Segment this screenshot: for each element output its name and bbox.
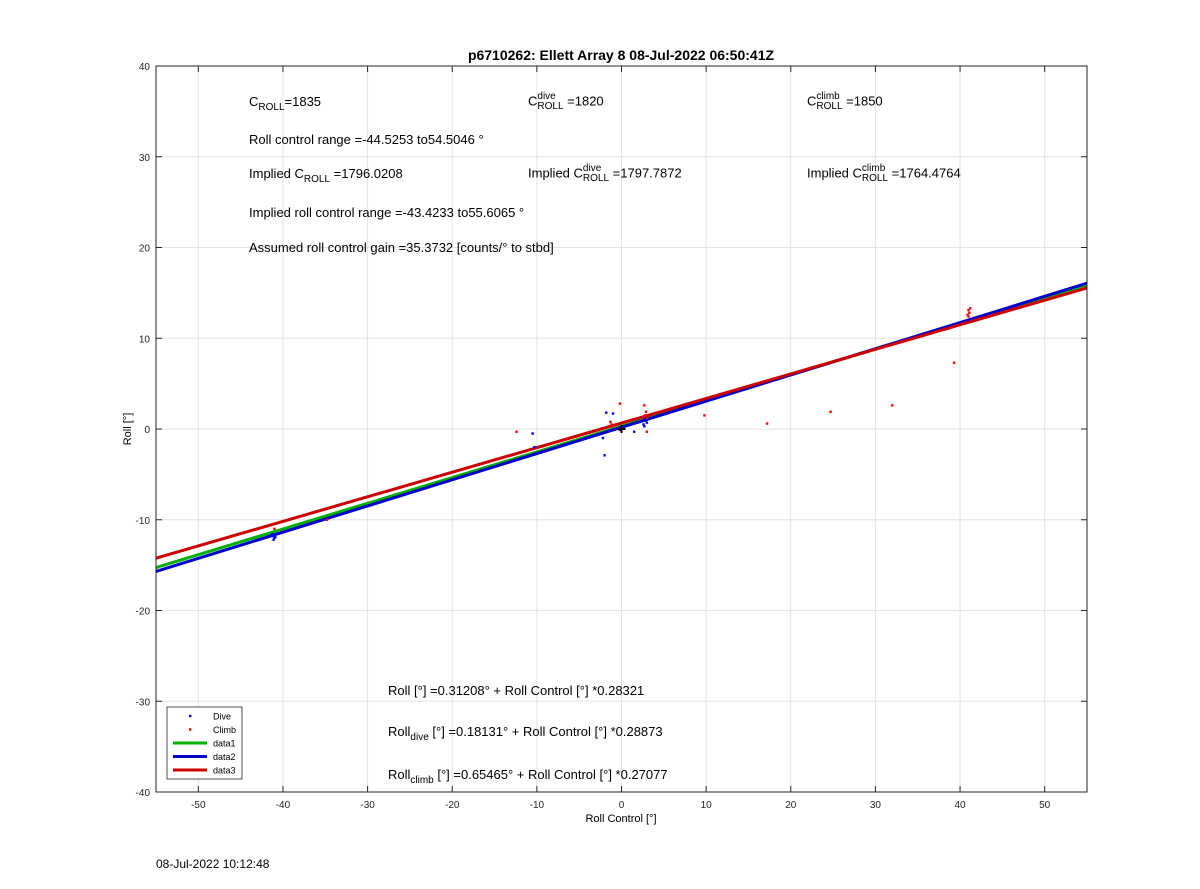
climb-point [829,410,832,413]
dive-point [272,538,275,541]
climb-point [325,518,329,521]
dive-point [601,436,605,440]
data-points [270,307,972,541]
y-tick-label: 20 [139,244,151,255]
y-tick-label: -20 [136,607,151,618]
equation-all: Roll [°] =0.31208° + Roll Control [°] *0… [388,683,645,698]
climb-point [515,430,518,433]
dive-point [533,445,536,449]
climb-point [968,311,971,315]
axis-ticks: -50 -40 -30 -20 -10 0 10 20 30 40 50 -40 -30 -20 -10 0 1… [136,62,1087,811]
legend-swatch-Dive [189,714,192,718]
y-tick-label: -10 [136,516,151,527]
legend-label-Dive: Dive [213,712,231,722]
equation-climb: Rollclimb [°] =0.65465° + Roll Control [… [388,767,668,786]
climb-point [967,315,970,318]
dive-point [611,412,615,415]
y-tick-label: 10 [139,334,151,345]
y-tick-label: -40 [136,788,151,799]
timestamp: 08-Jul-2022 10:12:48 [156,857,270,871]
climb-point [967,308,970,312]
y-tick-label: 30 [139,153,151,164]
x-tick-label: -50 [191,800,206,811]
chart-title: p6710262: Ellett Array 8 08-Jul-2022 06:… [468,47,775,63]
dive-point [642,423,645,426]
dive-point [270,533,274,536]
equation-dive: Rolldive [°] =0.18131° + Roll Control [°… [388,724,663,743]
climb-point [765,422,769,425]
x-tick-label: 20 [785,800,797,811]
y-axis-label: Roll [°] [122,413,134,446]
dive-point [607,429,611,433]
dive-point [632,430,636,433]
gain-annotation: Assumed roll control gain =35.3732 [coun… [249,240,554,255]
dive-point [274,535,277,539]
x-tick-label: -40 [276,800,291,811]
roll-range-annotation: Roll control range =-44.5253 to54.5046 ° [249,132,484,147]
x-tick-label: 50 [1039,800,1051,811]
climb-point [643,404,646,407]
climb-point [645,430,649,433]
climb-point [618,402,622,405]
climb-point [891,404,894,407]
x-axis-label: Roll Control [°] [585,813,656,825]
climb-point [644,410,648,413]
climb-point [966,313,969,316]
dive-point [531,432,534,435]
fit-line-data3 [155,286,1088,560]
climb-point [645,416,649,420]
legend-label-Climb: Climb [213,725,236,735]
x-tick-label: 30 [870,800,882,811]
x-tick-label: -10 [530,800,545,811]
legend: Dive Climb data1 data2 data3 [166,706,243,780]
legend-label-data2: data2 [213,752,236,762]
dive-point [643,419,647,423]
dive-point [645,421,649,424]
y-tick-label: -30 [136,697,151,708]
c-roll-annotation: CROLL=1835 [249,94,322,113]
climb-point [273,527,276,531]
legend-label-data3: data3 [213,766,236,776]
legend-swatch-Climb [189,728,192,731]
implied-range-annotation: Implied roll control range =-43.4233 to5… [249,205,525,220]
implied-c-roll-annotation: Implied CROLL =1796.0208 [249,166,403,185]
dive-point [643,425,646,428]
centre-marker [617,425,626,433]
dive-point [603,454,606,457]
climb-point [703,414,706,417]
y-tick-label: 40 [139,62,151,73]
climb-point [952,361,956,364]
dive-point [621,425,625,429]
dive-point [271,534,274,538]
climb-point [969,307,972,310]
climb-point [610,425,614,428]
x-tick-label: 0 [619,800,625,811]
x-tick-label: -20 [445,800,460,811]
y-tick-label: 0 [144,425,150,436]
climb-point [609,420,612,423]
dive-point [616,426,619,430]
legend-label-data1: data1 [213,739,236,749]
x-tick-label: 10 [701,800,713,811]
x-tick-label: 40 [954,800,966,811]
dive-point [605,411,608,414]
x-tick-label: -30 [360,800,375,811]
climb-point [643,414,647,417]
climb-point [610,423,613,426]
